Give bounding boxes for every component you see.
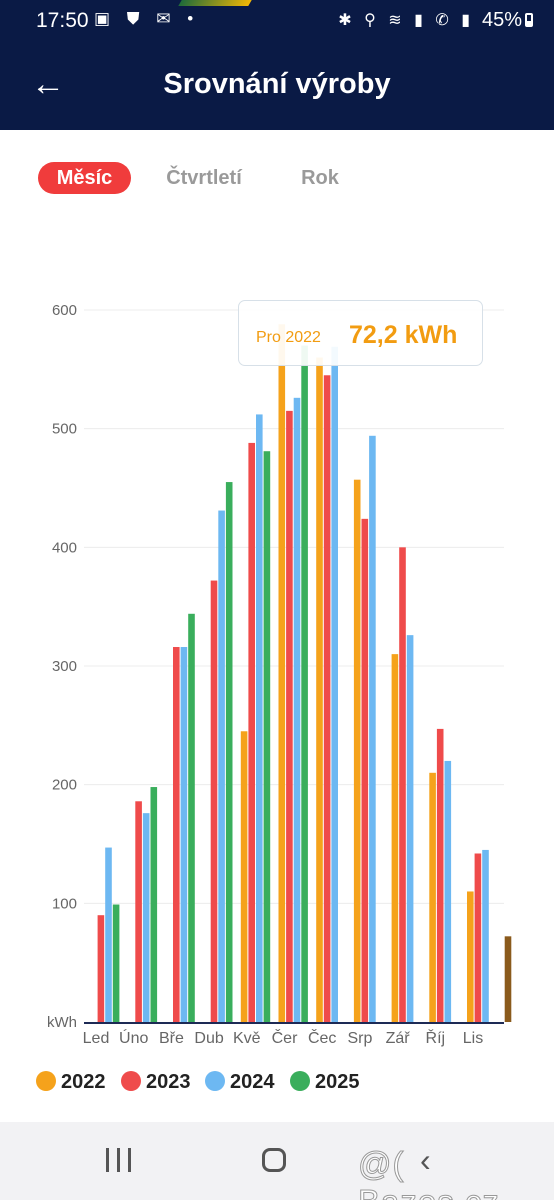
battery-icon (525, 13, 533, 27)
legend-label: 2025 (315, 1071, 360, 1093)
nav-back-icon[interactable]: ‹ (420, 1142, 431, 1178)
status-bar: 17:50 ▣ ⛊ ✉ • ✱ ⚲ ≋ ▮ ✆ ▮ 45% (0, 0, 554, 38)
x-tick-label: Srp (347, 1030, 372, 1047)
tab-year[interactable]: Rok (301, 167, 339, 189)
legend-dot (205, 1071, 225, 1091)
bar-2024-Říj (444, 760, 452, 1022)
bar-2023-Čer (286, 410, 293, 1022)
status-accent (178, 0, 252, 6)
bar-2024-Srp (369, 435, 376, 1022)
y-tick-label: 300 (52, 658, 77, 675)
x-tick-label: Lis (463, 1030, 483, 1047)
tooltip-label: Pro 2022 (256, 329, 321, 346)
legend-dot (290, 1071, 310, 1091)
bar-2024-Led (105, 847, 112, 1022)
bar-2023-Bře (173, 647, 180, 1022)
bar-2025-Dub (225, 482, 233, 1022)
bar-2023-Čec (323, 375, 331, 1022)
bar-2022-Kvě (240, 731, 248, 1022)
recent-apps-icon[interactable] (106, 1148, 132, 1172)
system-nav-bar: ‹ (0, 1122, 554, 1200)
bar-2023-Lis (474, 853, 482, 1022)
legend-dot (36, 1071, 56, 1091)
battery-level: 45% (481, 9, 522, 31)
bar-2024-Kvě (256, 414, 263, 1023)
bar-2025-Úno (150, 787, 158, 1022)
legend-label: 2024 (230, 1071, 275, 1093)
bar-2025-Kvě (263, 451, 271, 1022)
y-tick-label: 200 (52, 777, 77, 794)
y-tick-label: 600 (52, 302, 77, 319)
production-bar-chart: 100 200 300 400 500 600 kWh Led Úno Bře Dub Kvě Čer Č… (47, 302, 512, 1047)
bar-2025-Led (112, 904, 120, 1022)
bar-2024-Bře (180, 647, 188, 1022)
bar-2024-Zář (406, 635, 414, 1022)
bar-2023-Kvě (248, 442, 255, 1022)
bar-2022-Zář (391, 654, 399, 1022)
y-tick-label: 500 (52, 421, 77, 438)
y-tick-label: 400 (52, 539, 77, 556)
bar-2023-Dub (210, 580, 218, 1022)
tab-month[interactable]: Měsíc (38, 162, 131, 194)
home-icon[interactable] (262, 1148, 286, 1172)
x-tick-label: Bře (159, 1030, 184, 1047)
bar-2025-Čer (301, 345, 308, 1023)
x-tick-label: Zář (386, 1030, 411, 1047)
bar-2023-Úno (135, 801, 142, 1022)
y-axis-unit-label: kWh (47, 1014, 77, 1031)
bar-2024-Čer (293, 397, 301, 1022)
legend-label: 2023 (146, 1071, 191, 1093)
bar-2023-Srp (361, 518, 369, 1022)
bar-2022-Lis (467, 891, 474, 1022)
bar-2022-Říj (429, 772, 436, 1022)
bar-2025-Bře (188, 613, 195, 1022)
bar-2024-Čec (331, 346, 338, 1022)
page-title: Srovnání výroby (163, 68, 391, 100)
x-tick-label: Led (83, 1030, 110, 1047)
bar-highlight-2022-Pro (504, 936, 512, 1022)
notification-icons: ▣ ⛊ ✉ • (94, 9, 200, 28)
y-tick-label: 100 (52, 895, 77, 912)
watermark-logo: @( Bazos.cz (358, 1145, 500, 1200)
back-arrow-icon[interactable]: ← (31, 65, 65, 103)
bar-2024-Dub (218, 510, 225, 1022)
bar-2024-Úno (142, 813, 150, 1022)
bar-2023-Zář (399, 547, 406, 1022)
bar-2022-Srp (353, 479, 361, 1022)
tab-quarter[interactable]: Čtvrtletí (166, 167, 242, 189)
bar-2022-Čec (316, 357, 323, 1022)
app-bar: ← Srovnání výroby (0, 38, 554, 130)
tooltip-value: 72,2 kWh (349, 321, 458, 349)
x-tick-label: Říj (426, 1028, 446, 1047)
x-tick-label: Čec (308, 1028, 336, 1047)
x-tick-label: Dub (194, 1030, 223, 1047)
x-tick-label: Čer (272, 1028, 298, 1047)
system-icons: ✱ ⚲ ≋ ▮ ✆ ▮ (338, 12, 474, 29)
status-time: 17:50 (36, 9, 89, 32)
x-tick-label: Kvě (233, 1030, 261, 1047)
x-tick-label: Úno (119, 1028, 148, 1047)
legend-dot (121, 1071, 141, 1091)
bar-2022-Čer (278, 324, 286, 1022)
bar-2024-Lis (482, 849, 489, 1022)
chart-tooltip: Pro 2022 72,2 kWh (238, 300, 483, 366)
bar-2023-Led (97, 915, 105, 1022)
bar-2023-Říj (436, 728, 444, 1022)
legend-label: 2022 (61, 1071, 106, 1093)
